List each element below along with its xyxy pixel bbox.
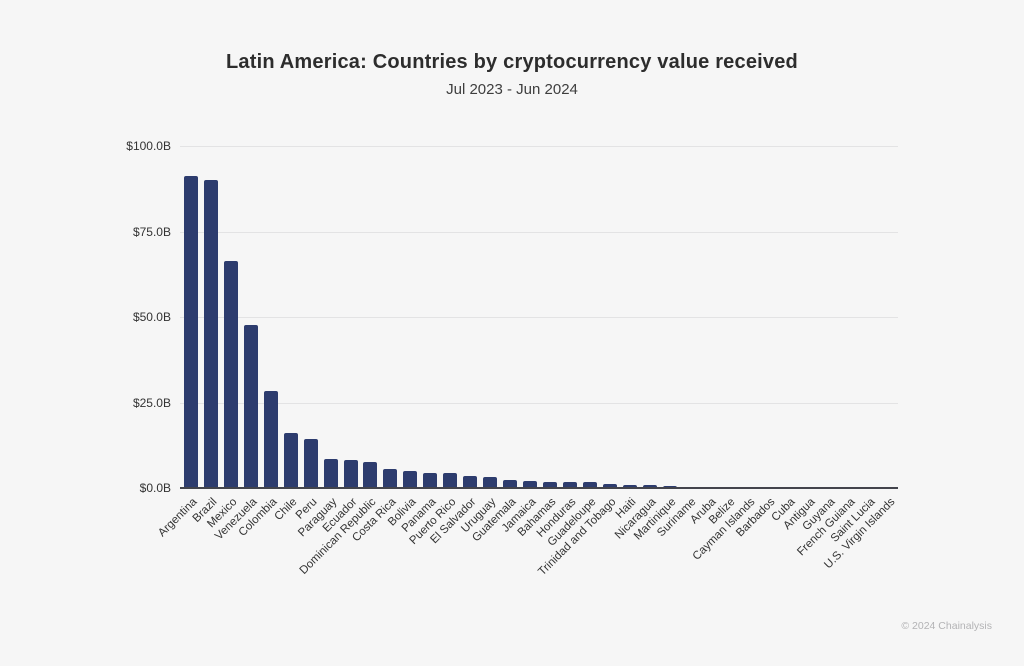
bar-jamaica xyxy=(523,480,538,488)
chart-subtitle: Jul 2023 - Jun 2024 xyxy=(446,81,578,98)
gridline xyxy=(180,231,898,233)
bar-guadeloupe xyxy=(582,481,597,488)
x-axis-line xyxy=(180,487,898,489)
bar-paraguay xyxy=(323,459,338,488)
bar-martinique xyxy=(662,485,677,488)
gridline xyxy=(180,146,898,147)
bar-colombia xyxy=(263,390,278,488)
bar-haiti xyxy=(622,484,637,488)
y-axis-tick-label: $25.0B xyxy=(132,395,171,410)
bar-bolivia xyxy=(403,470,418,488)
bar-bahamas xyxy=(542,481,557,488)
bar-panama xyxy=(423,473,438,488)
bar-guatemala xyxy=(503,479,518,488)
bar-chile xyxy=(283,432,298,488)
y-axis-tick-label: $75.0B xyxy=(132,224,171,239)
bar-uruguay xyxy=(483,477,498,488)
y-axis-tick-label: $100.0B xyxy=(126,139,171,153)
bar-mexico xyxy=(223,261,238,488)
bar-brazil xyxy=(203,180,218,488)
gridline xyxy=(180,317,898,318)
bar-puerto-rico xyxy=(443,473,458,488)
bar-nicaragua xyxy=(642,485,657,488)
y-axis-tick-label: $0.0B xyxy=(139,481,171,495)
chart-title: Latin America: Countries by cryptocurren… xyxy=(226,51,798,73)
bar-peru xyxy=(303,439,318,488)
bar-honduras xyxy=(562,481,577,488)
gridline xyxy=(180,402,898,404)
bar-chart-plot-area: $0.0B $25.0B $50.0B $75.0B $100.0B Argentina… xyxy=(126,139,898,578)
bar-argentina xyxy=(183,176,198,488)
y-axis-tick-label: $50.0B xyxy=(132,310,171,324)
bar-costa-rica xyxy=(383,468,398,488)
bar-dominican-republic xyxy=(363,461,378,488)
bar-venezuela xyxy=(243,325,258,488)
bar-el-salvador xyxy=(463,476,478,488)
bar-ecuador xyxy=(343,459,358,488)
bar-trinidad-and-tobago xyxy=(602,483,617,488)
copyright-notice: © 2024 Chainalysis xyxy=(901,620,992,632)
